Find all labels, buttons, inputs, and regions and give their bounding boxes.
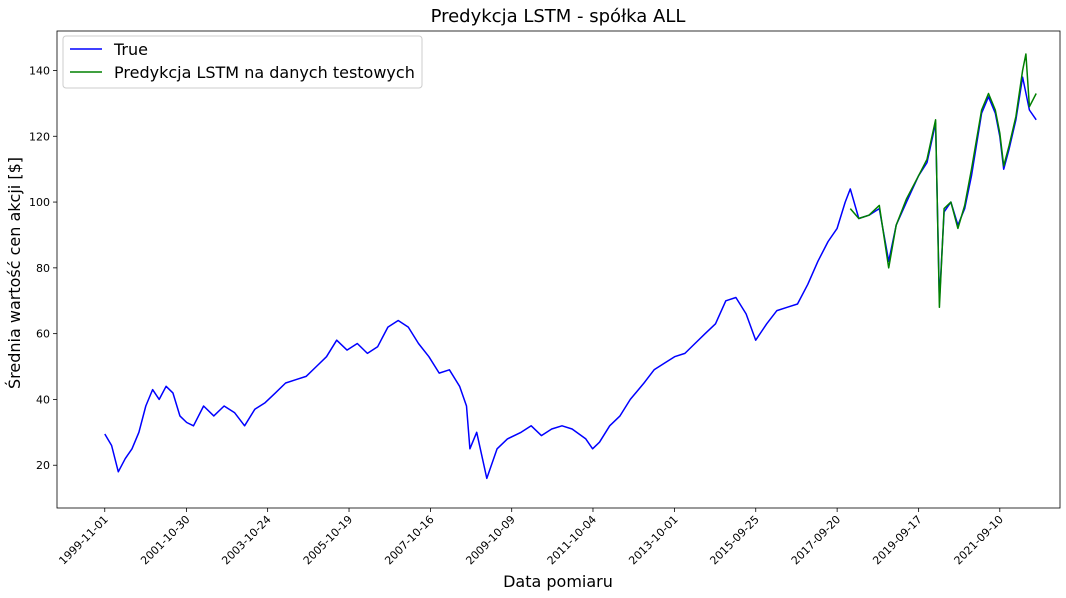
legend-label: Predykcja LSTM na danych testowych: [114, 63, 415, 82]
y-tick-label: 60: [36, 328, 50, 341]
y-axis-label: Średnia wartość cen akcji [$]: [5, 157, 24, 389]
y-tick-label: 40: [36, 393, 50, 406]
x-tick-label: 2011-10-04: [545, 513, 599, 567]
series-layer: [104, 53, 1037, 480]
y-tick-label: 140: [29, 64, 50, 77]
y-tick-label: 120: [29, 130, 50, 143]
x-tick-label: 1999-11-01: [56, 513, 110, 567]
x-tick-label: 2021-09-10: [952, 513, 1006, 567]
x-tick-label: 2013-10-01: [626, 513, 680, 567]
x-tick-label: 2015-09-25: [707, 513, 761, 567]
x-tick-label: 2009-10-09: [463, 513, 517, 567]
x-tick-label: 2003-10-24: [219, 513, 273, 567]
x-axis-label: Data pomiaru: [503, 572, 613, 591]
y-tick-label: 20: [36, 459, 50, 472]
y-tick-label: 80: [36, 262, 50, 275]
y-tick-label: 100: [29, 196, 50, 209]
x-tick-label: 2019-09-17: [870, 513, 924, 567]
legend: True Predykcja LSTM na danych testowych: [62, 35, 423, 89]
plot-frame: [56, 30, 1061, 509]
chart-title: Predykcja LSTM - spółka ALL: [431, 6, 686, 27]
legend-box: [62, 35, 423, 89]
axes: 20 40 60 80 100 120 140 1999-11-01 2001-10-30 200…: [29, 30, 1061, 567]
series-line-1: [104, 76, 1037, 480]
legend-label: True: [113, 40, 148, 59]
x-tick-label: 2005-10-19: [301, 513, 355, 567]
x-tick-label: 2007-10-16: [382, 513, 436, 567]
x-tick-label: 2001-10-30: [138, 513, 192, 567]
series-line-2: [849, 53, 1037, 309]
x-tick-label: 2017-09-20: [789, 513, 843, 567]
